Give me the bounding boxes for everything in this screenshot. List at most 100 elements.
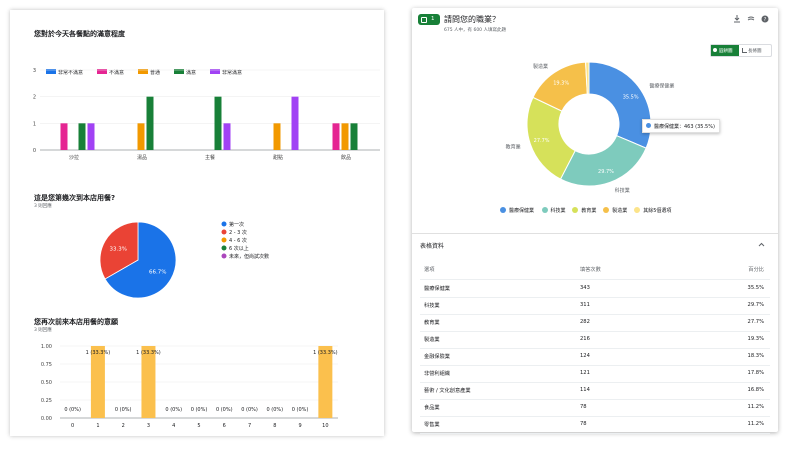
- donut-slice-label: 27.7%: [534, 138, 550, 144]
- q3-x-tick: 7: [248, 423, 251, 429]
- pie-tooltip: 醫療保健業：463 (35.5%): [642, 119, 720, 133]
- legend-label: 教育業: [581, 208, 597, 214]
- table-cell-pct: 18.3%: [747, 353, 764, 359]
- q1-bar: [87, 123, 95, 150]
- table-cell-pct: 17.8%: [747, 370, 764, 376]
- q1-legend-swatch: [97, 69, 107, 74]
- occupation-legend-item: 製造業: [603, 207, 627, 214]
- table-cell-pct: 19.3%: [747, 336, 764, 342]
- q2-legend-label: 2 - 3 次: [229, 229, 247, 236]
- q1-x-tick: 甜點: [273, 154, 283, 161]
- q1-legend-label: 普通: [150, 69, 160, 76]
- q1-x-tick: 沙拉: [69, 154, 79, 161]
- collapse-chevron-icon[interactable]: [758, 242, 765, 247]
- q2-legend-label: 第一次: [229, 221, 244, 228]
- q3-data-label: 1 (33.3%): [86, 350, 111, 356]
- question-title: 請問您的職業？: [444, 15, 500, 24]
- occupation-legend-item: 教育業: [572, 207, 596, 214]
- q2-slice-label: 66.7%: [149, 269, 166, 275]
- table-cell-count: 121: [580, 370, 590, 376]
- q2-legend-dot: [221, 229, 227, 235]
- q1-legend-label: 不滿意: [109, 69, 124, 76]
- q3-data-label: 0 (0%): [115, 407, 132, 413]
- table-cell-option: 金融保險業: [424, 354, 450, 360]
- table-header-row: 選項 填答次數 百分比: [420, 261, 770, 280]
- q3-x-tick: 9: [298, 423, 301, 429]
- occupation-legend-item: 科技業: [541, 207, 566, 214]
- q3-x-tick: 3: [147, 423, 150, 429]
- q3-data-label: 0 (0%): [241, 407, 258, 413]
- q3-y-tick: 1.00: [41, 344, 52, 350]
- q3-response-count: 3 則回應: [34, 328, 52, 333]
- svg-text:?: ?: [764, 17, 767, 23]
- q1-bar: [223, 123, 231, 150]
- q3-data-label: 1 (33.3%): [136, 350, 161, 356]
- q3-x-tick: 1: [96, 423, 99, 429]
- donut-slice-label: 19.3%: [553, 80, 569, 86]
- legend-label: 製造業: [612, 208, 628, 214]
- q1-legend-label: 滿意: [186, 69, 196, 76]
- q1-bar: [332, 123, 340, 150]
- table-cell-option: 教育業: [424, 320, 440, 326]
- download-icon[interactable]: [733, 15, 741, 23]
- q3-x-tick: 10: [322, 423, 328, 429]
- q1-legend-swatch: [138, 69, 148, 74]
- table-cell-option: 零售業: [424, 422, 440, 428]
- q1-x-tick: 湯品: [137, 154, 147, 161]
- bar-toggle-button[interactable]: 長條圖: [740, 45, 771, 56]
- legend-dot: [634, 207, 641, 213]
- table-cell-count: 282: [580, 319, 590, 325]
- donut-outer-label: 醫療保健業: [649, 82, 674, 89]
- help-icon[interactable]: ?: [761, 15, 769, 23]
- q1-y-tick: 1: [33, 121, 36, 127]
- donut-slice[interactable]: [588, 61, 652, 149]
- q2-pie-slice: [104, 221, 177, 299]
- q1-bar: [214, 96, 222, 150]
- chart-type-toggle: 圓餅圖 長條圖: [710, 44, 772, 57]
- q1-x-tick: 主餐: [205, 154, 215, 161]
- question-badge[interactable]: 1: [418, 14, 440, 25]
- legend-label: 其餘5個選項: [643, 208, 672, 214]
- table-row: 食品業 78 11.2%: [420, 399, 770, 417]
- tooltip-text: 醫療保健業：463 (35.5%): [654, 124, 715, 130]
- q1-bar: [137, 123, 145, 150]
- table-heading: 表格資料: [420, 243, 445, 250]
- pie-toggle-button[interactable]: 圓餅圖: [711, 45, 739, 56]
- donut-slice[interactable]: [559, 135, 647, 187]
- q3-y-tick: 0.25: [41, 398, 52, 404]
- table-cell-count: 343: [580, 285, 590, 291]
- table-cell-count: 78: [580, 421, 587, 427]
- q1-legend-swatch: [174, 69, 184, 74]
- q3-bar: [90, 346, 105, 418]
- table-cell-count: 78: [580, 404, 587, 410]
- occupation-legend-item: 其餘5個選項: [634, 207, 671, 214]
- q1-bar: [291, 96, 299, 150]
- q2-title: 這是您第幾次到本店用餐?: [34, 194, 116, 202]
- tooltip-dot: [646, 123, 651, 128]
- left-summary-panel: 您對於今天各餐點的滿意程度 非常不滿意 不滿意 普通 滿意 非常滿意 0 1 2 3 沙拉 湯品 主餐…: [10, 10, 384, 436]
- donut-slice[interactable]: [585, 61, 590, 95]
- table-cell-option: 非營利組織: [424, 371, 450, 377]
- checkbox-icon: [421, 17, 427, 23]
- q3-data-label: 0 (0%): [191, 407, 208, 413]
- donut-slice-label: 35.5%: [623, 94, 639, 100]
- q2-legend-dot: [221, 245, 227, 251]
- q1-bar: [60, 123, 68, 150]
- table-row: 製造業 216 19.3%: [420, 331, 770, 349]
- donut-outer-label: 教育業: [506, 143, 521, 150]
- table-row: 零售業 78 11.2%: [420, 416, 770, 434]
- q1-y-tick: 2: [33, 95, 36, 101]
- q2-pie-slice: [99, 221, 139, 280]
- q3-y-tick: 0.50: [41, 380, 52, 386]
- table-cell-pct: 27.7%: [747, 319, 764, 325]
- right-question-panel: 1 請問您的職業？ 675 人中，有 600 人填寫此題 ? 圓餅圖 長條圖 3…: [412, 8, 778, 434]
- table-row: 科技業 311 29.7%: [420, 297, 770, 315]
- table-row: 教育業 282 27.7%: [420, 314, 770, 332]
- table-cell-count: 114: [580, 387, 590, 393]
- q2-response-count: 3 則回應: [34, 204, 52, 209]
- q1-bar: [350, 123, 358, 150]
- link-icon[interactable]: [747, 15, 755, 23]
- q3-data-label: 0 (0%): [216, 407, 233, 413]
- q3-x-tick: 5: [197, 423, 200, 429]
- col-option-header: 選項: [424, 267, 435, 273]
